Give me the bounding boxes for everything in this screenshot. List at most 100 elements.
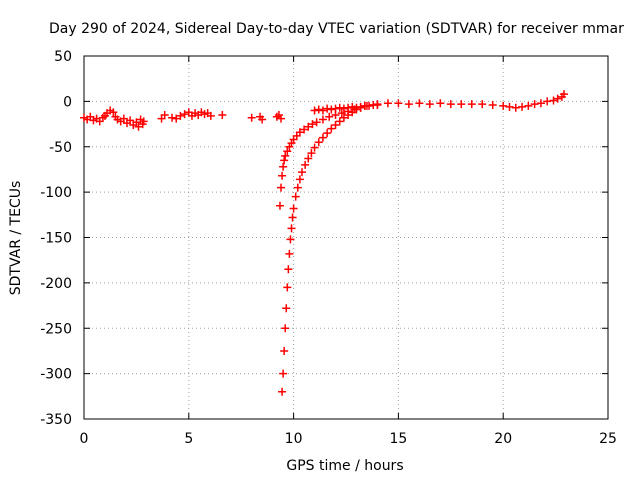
data-point — [536, 99, 545, 108]
x-axis-label: GPS time / hours — [286, 458, 403, 474]
data-point — [530, 100, 539, 109]
data-point — [297, 168, 306, 177]
data-point — [553, 94, 562, 103]
data-point — [291, 192, 300, 201]
data-point — [404, 100, 413, 109]
data-point — [247, 113, 256, 122]
data-point — [280, 346, 289, 355]
data-point — [180, 110, 189, 119]
data-point — [511, 103, 520, 112]
data-point — [457, 100, 466, 109]
data-point — [283, 147, 292, 156]
data-point — [278, 171, 287, 180]
data-point — [218, 110, 227, 119]
data-point — [331, 120, 340, 129]
data-point — [280, 156, 289, 165]
data-point — [339, 113, 348, 122]
data-point — [505, 102, 514, 111]
data-point — [365, 101, 374, 110]
data-point — [314, 138, 323, 147]
data-points — [80, 90, 568, 396]
data-point — [295, 128, 304, 137]
data-point — [126, 116, 135, 125]
data-point — [348, 102, 357, 111]
data-point — [436, 99, 445, 108]
data-point — [281, 151, 290, 160]
data-point — [559, 90, 568, 99]
data-point — [339, 104, 348, 113]
data-point — [277, 114, 286, 123]
series-late-band — [373, 90, 568, 112]
data-point — [119, 114, 128, 123]
data-point — [499, 101, 508, 110]
data-point — [518, 102, 527, 111]
data-point — [283, 283, 292, 292]
data-point — [337, 109, 346, 118]
data-point — [323, 129, 332, 138]
data-point — [352, 103, 361, 112]
data-point — [277, 183, 286, 192]
data-point — [467, 100, 476, 109]
y-tick-label: 0 — [63, 94, 72, 110]
data-point — [132, 118, 141, 127]
data-point — [543, 97, 552, 106]
data-point — [327, 105, 336, 114]
data-point — [279, 162, 288, 171]
data-point — [331, 104, 340, 113]
data-point — [160, 110, 169, 119]
data-point — [307, 149, 316, 158]
data-point — [308, 120, 317, 129]
data-point — [287, 224, 296, 233]
data-point — [488, 101, 497, 110]
data-point — [314, 105, 323, 114]
data-point — [176, 111, 185, 120]
y-tick-label: -200 — [40, 276, 72, 292]
data-point — [293, 183, 302, 192]
data-point — [289, 204, 298, 213]
data-point — [206, 111, 215, 120]
data-point — [288, 213, 297, 222]
axes — [83, 55, 609, 420]
data-point — [335, 117, 344, 126]
y-tick-label: 50 — [54, 49, 72, 65]
data-point — [301, 160, 310, 169]
data-point — [356, 102, 365, 111]
data-point — [383, 99, 392, 108]
data-point — [134, 122, 143, 131]
data-point — [325, 112, 334, 121]
data-point — [524, 101, 533, 110]
data-point — [109, 108, 118, 117]
data-point — [318, 133, 327, 142]
data-point — [139, 117, 148, 126]
data-point — [327, 124, 336, 133]
data-point — [478, 100, 487, 109]
y-tick-label: -150 — [40, 231, 72, 247]
data-point — [373, 100, 382, 109]
data-point — [549, 96, 558, 105]
x-tick-label: 20 — [494, 431, 512, 447]
y-tick-label: -50 — [49, 140, 72, 156]
data-point — [304, 122, 313, 131]
data-point — [295, 175, 304, 184]
data-point — [285, 249, 294, 258]
x-tick-label: 0 — [80, 431, 89, 447]
series-early-scatter — [80, 106, 286, 131]
tick-labels: 0 5 10 15 20 25 50 0 -50 -100 -150 -200 -250 -300 -350 — [40, 49, 617, 447]
data-point — [335, 103, 344, 112]
chart-title: Day 290 of 2024, Sidereal Day-to-day VTE… — [49, 21, 624, 37]
data-point — [279, 369, 288, 378]
data-point — [310, 106, 319, 115]
data-point — [304, 154, 313, 163]
data-point — [168, 113, 177, 122]
data-point — [312, 118, 321, 127]
data-point — [278, 387, 287, 396]
data-point — [323, 104, 332, 113]
y-tick-label: -250 — [40, 321, 72, 337]
data-point — [300, 125, 309, 134]
data-point — [284, 265, 293, 274]
data-point — [281, 324, 290, 333]
data-point — [394, 99, 403, 108]
data-point — [446, 100, 455, 109]
